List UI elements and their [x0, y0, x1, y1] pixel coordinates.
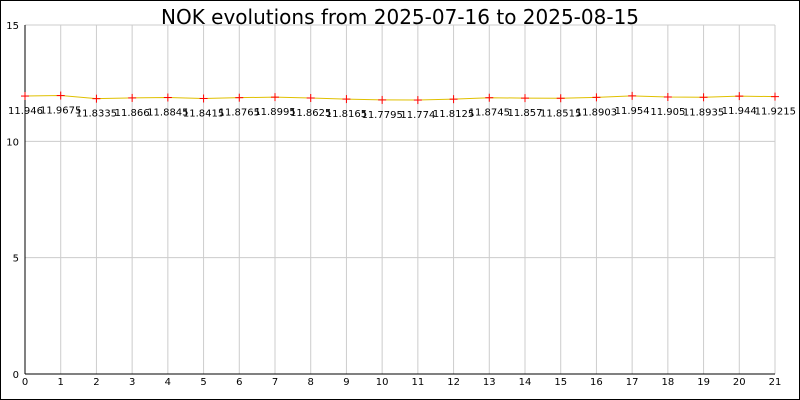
data-point-marker: [199, 94, 208, 103]
data-label: 11.8415: [183, 108, 224, 119]
data-label: 11.8165: [326, 109, 367, 120]
data-point-marker: [628, 91, 637, 100]
x-tick-label: 13: [483, 377, 496, 388]
data-point-marker: [485, 93, 494, 102]
data-label: 11.8745: [469, 108, 510, 119]
data-label: 11.8625: [290, 108, 331, 119]
grid: [24, 24, 776, 375]
data-labels: 11.94611.967511.833511.86611.884511.8415…: [8, 106, 796, 122]
data-label: 11.7795: [361, 110, 402, 121]
x-tick-label: 16: [590, 377, 603, 388]
data-label: 11.857: [508, 108, 543, 119]
data-point-marker: [342, 95, 351, 104]
x-tick-labels: 0 1 2 3 4 5 6 7 8 9 10 11 12 13 14 15 16 17 18 19 20 21: [22, 377, 782, 388]
data-point-marker: [378, 95, 387, 104]
x-tick-label: 19: [697, 377, 710, 388]
x-tick-label: 11: [411, 377, 424, 388]
x-tick-label: 17: [626, 377, 639, 388]
data-label: 11.8995: [254, 107, 295, 118]
data-point-marker: [699, 93, 708, 102]
data-label: 11.944: [722, 106, 757, 117]
x-tick-label: 18: [661, 377, 674, 388]
x-tick-label: 9: [343, 377, 349, 388]
y-tick-labels: 0 5 10 15: [6, 21, 19, 381]
data-point-marker: [449, 95, 458, 104]
data-point-marker: [128, 93, 137, 102]
data-label: 11.9675: [40, 106, 81, 117]
data-label: 11.8903: [576, 107, 617, 118]
data-point-marker: [235, 93, 244, 102]
series-nok: [21, 91, 779, 105]
x-tick-label: 20: [733, 377, 746, 388]
data-point-marker: [56, 91, 65, 100]
x-tick-label: 7: [272, 377, 278, 388]
x-tick-label: 12: [447, 377, 460, 388]
data-point-marker: [413, 96, 422, 105]
x-tick-label: 8: [308, 377, 314, 388]
y-tick-label: 15: [6, 21, 19, 32]
data-point-marker: [92, 94, 101, 103]
data-point-marker: [556, 94, 565, 103]
data-point-marker: [771, 92, 779, 101]
data-point-marker: [592, 93, 601, 102]
x-tick-label: 15: [554, 377, 567, 388]
data-label: 11.8515: [540, 108, 581, 119]
data-label: 11.8935: [683, 107, 724, 118]
data-point-marker: [663, 93, 672, 102]
x-tick-label: 6: [236, 377, 242, 388]
x-tick-label: 14: [519, 377, 532, 388]
data-point-marker: [735, 92, 744, 101]
data-label: 11.905: [650, 107, 685, 118]
data-label: 11.946: [8, 106, 43, 117]
x-tick-label: 0: [22, 377, 28, 388]
y-tick-label: 0: [13, 370, 19, 381]
x-tick-label: 1: [58, 377, 64, 388]
data-label: 11.9215: [755, 107, 796, 118]
data-point-marker: [521, 94, 529, 103]
data-label: 11.8765: [219, 108, 260, 119]
x-tick-label: 4: [165, 377, 171, 388]
x-tick-label: 3: [129, 377, 135, 388]
data-label: 11.866: [115, 108, 150, 119]
data-label: 11.8125: [433, 109, 474, 120]
y-tick-label: 10: [6, 137, 19, 148]
data-label: 11.954: [615, 106, 650, 117]
y-tick-label: 5: [13, 254, 19, 265]
data-label: 11.774: [400, 110, 435, 121]
data-point-marker: [21, 92, 29, 101]
data-label: 11.8335: [76, 109, 117, 120]
series-line: [24, 95, 776, 101]
x-tick-label: 10: [376, 377, 389, 388]
data-point-marker: [271, 93, 279, 102]
data-label: 11.8845: [147, 107, 188, 118]
x-tick-label: 2: [93, 377, 99, 388]
data-point-marker: [163, 93, 172, 102]
data-point-marker: [306, 93, 315, 102]
x-tick-label: 21: [769, 377, 782, 388]
x-tick-label: 5: [200, 377, 206, 388]
